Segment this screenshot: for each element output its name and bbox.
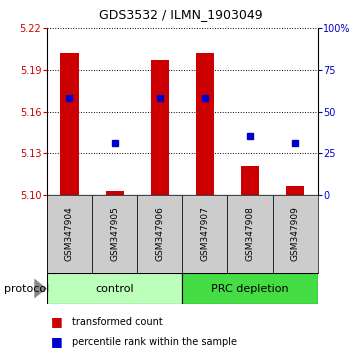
Bar bbox=[151, 60, 169, 195]
Bar bbox=[196, 53, 214, 195]
Bar bbox=[273, 195, 318, 273]
Bar bbox=[47, 195, 92, 273]
Text: GSM347906: GSM347906 bbox=[155, 206, 164, 261]
Text: percentile rank within the sample: percentile rank within the sample bbox=[72, 337, 237, 347]
Text: transformed count: transformed count bbox=[72, 317, 163, 327]
Text: GDS3532 / ILMN_1903049: GDS3532 / ILMN_1903049 bbox=[99, 8, 262, 21]
Text: ■: ■ bbox=[51, 315, 62, 328]
Bar bbox=[92, 195, 137, 273]
Text: GSM347909: GSM347909 bbox=[291, 206, 300, 261]
Text: GSM347905: GSM347905 bbox=[110, 206, 119, 261]
Bar bbox=[47, 273, 182, 304]
Bar bbox=[182, 195, 227, 273]
Bar bbox=[105, 190, 123, 195]
Bar bbox=[61, 53, 79, 195]
Text: GSM347904: GSM347904 bbox=[65, 206, 74, 261]
Text: PRC depletion: PRC depletion bbox=[211, 284, 289, 293]
Text: protocol: protocol bbox=[4, 284, 49, 293]
Bar bbox=[182, 273, 318, 304]
Text: ■: ■ bbox=[51, 335, 62, 348]
Polygon shape bbox=[34, 279, 47, 298]
Bar bbox=[137, 195, 182, 273]
Bar bbox=[286, 186, 304, 195]
Bar bbox=[241, 166, 259, 195]
Text: GSM347907: GSM347907 bbox=[200, 206, 209, 261]
Text: control: control bbox=[95, 284, 134, 293]
Text: GSM347908: GSM347908 bbox=[245, 206, 255, 261]
Bar bbox=[227, 195, 273, 273]
